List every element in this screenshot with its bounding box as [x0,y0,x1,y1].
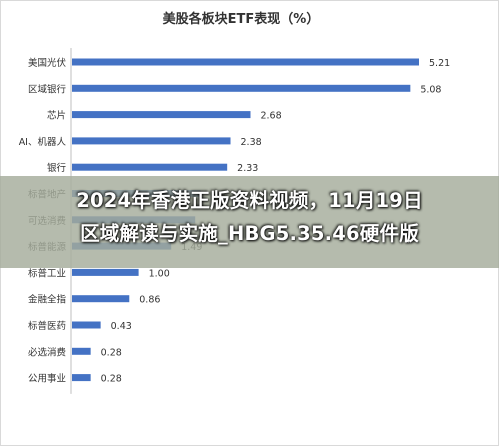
category-label: 必选消费 [28,346,66,358]
category-label: 美国光伏 [28,57,67,69]
data-label: 0.28 [101,374,122,385]
data-label: 0.28 [101,347,122,358]
bar [72,137,231,145]
article-headline: 2024年香港正版资料视频，11月19日 区域解读与实施_HBG5.35.46硬… [6,184,493,250]
category-label: 银行 [47,162,67,174]
data-label: 2.38 [241,137,262,148]
data-label: 0.43 [111,321,132,332]
bar [72,321,101,329]
headline-line-2: 区域解读与实施_HBG5.35.46硬件版 [80,222,419,245]
bar [72,163,228,171]
bar [72,347,91,355]
data-label: 1.00 [149,268,170,279]
bar [72,111,251,119]
category-label: 标普工业 [28,267,66,279]
chart-title: 美股各板块ETF表现（%） [163,11,320,27]
headline-band [0,176,499,268]
category-label: 金融全指 [28,294,67,306]
category-label: AI、机器人 [19,136,67,148]
bar [72,295,130,303]
bar [72,58,419,66]
bar [72,268,139,276]
headline-line-1: 2024年香港正版资料视频，11月19日 [76,189,423,212]
category-label: 公用事业 [28,373,66,385]
data-label: 5.08 [420,84,441,95]
bar [72,84,411,92]
bar [72,374,91,382]
category-label: 芯片 [47,110,66,122]
data-label: 0.86 [139,295,160,306]
category-label: 标普医药 [28,320,66,332]
category-label: 区域银行 [28,83,67,95]
data-label: 5.21 [429,58,450,69]
data-label: 2.33 [237,163,258,174]
data-label: 2.68 [260,111,281,122]
